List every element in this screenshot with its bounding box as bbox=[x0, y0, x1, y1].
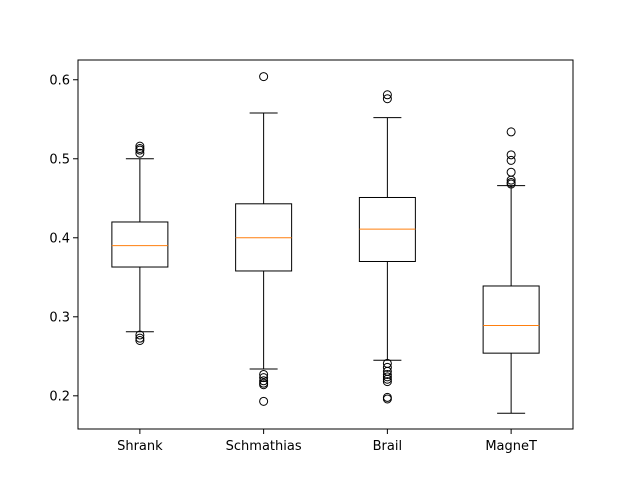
x-tick-label: Brail bbox=[373, 439, 402, 454]
y-tick-label: 0.3 bbox=[49, 310, 70, 325]
y-tick-label: 0.2 bbox=[49, 389, 70, 404]
outlier-point bbox=[382, 94, 392, 104]
boxes-group bbox=[111, 72, 540, 414]
outlier-point bbox=[259, 396, 269, 406]
iqr-box bbox=[111, 221, 169, 268]
y-tick-label: 0.6 bbox=[49, 73, 70, 88]
outlier-point bbox=[506, 175, 516, 185]
box-magnet bbox=[482, 127, 540, 414]
outlier-point bbox=[382, 374, 392, 384]
outlier-point bbox=[382, 372, 392, 382]
y-tick-label: 0.4 bbox=[49, 231, 70, 246]
outlier-point bbox=[135, 148, 145, 158]
outlier-point bbox=[259, 369, 269, 379]
outlier-point bbox=[135, 336, 145, 346]
outlier-point bbox=[135, 145, 145, 155]
plot-frame bbox=[77, 59, 574, 430]
outlier-point bbox=[259, 72, 269, 82]
x-tick-label: Shrank bbox=[117, 439, 163, 454]
outlier-point bbox=[506, 127, 516, 137]
outlier-point bbox=[259, 380, 269, 390]
outlier-point bbox=[382, 369, 392, 379]
y-axis: 0.2 0.3 0.4 0.5 0.6 bbox=[49, 73, 78, 404]
outlier-point bbox=[382, 394, 392, 404]
box-brail bbox=[358, 90, 416, 404]
outlier-point bbox=[382, 377, 392, 387]
x-axis: Shrank Schmathias Brail MagneT bbox=[117, 429, 537, 454]
box-shrank bbox=[111, 141, 169, 346]
outlier-point bbox=[382, 90, 392, 100]
outlier-point bbox=[506, 155, 516, 165]
outlier-point bbox=[506, 179, 516, 189]
outlier-point bbox=[135, 141, 145, 151]
x-tick-label: MagneT bbox=[485, 439, 537, 454]
box-schmathias bbox=[235, 72, 293, 406]
outlier-point bbox=[382, 362, 392, 372]
x-tick-label: Schmathias bbox=[226, 439, 302, 454]
outlier-point bbox=[259, 373, 269, 383]
outlier-point bbox=[506, 150, 516, 160]
y-tick-label: 0.5 bbox=[49, 152, 70, 167]
outlier-point bbox=[135, 330, 145, 340]
outlier-point bbox=[135, 333, 145, 343]
iqr-box bbox=[482, 285, 540, 354]
plot-background bbox=[78, 60, 573, 429]
outlier-point bbox=[259, 376, 269, 386]
